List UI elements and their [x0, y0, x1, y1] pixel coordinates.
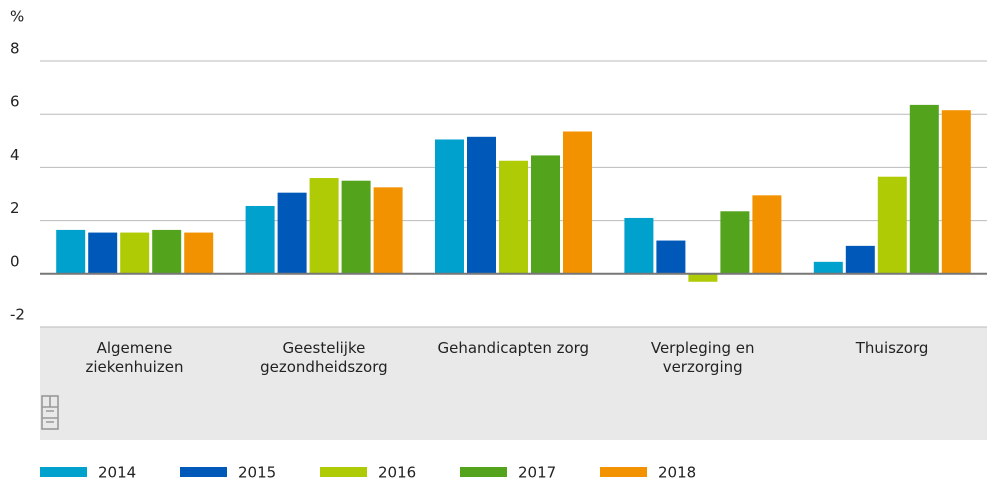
bar — [813, 261, 843, 274]
x-tick-label: Thuiszorg — [855, 339, 929, 357]
bar — [88, 232, 118, 274]
y-tick-label: 6 — [10, 93, 20, 111]
y-tick-label: 0 — [10, 252, 20, 270]
y-tick-label: -2 — [10, 306, 25, 324]
legend-label: 2015 — [238, 464, 276, 482]
bar — [120, 232, 150, 274]
bar — [563, 131, 592, 274]
category-band — [40, 327, 987, 440]
legend-swatch — [460, 467, 507, 477]
legend-label: 2014 — [98, 464, 136, 482]
y-tick-label: 2 — [10, 199, 20, 217]
bar — [56, 229, 86, 274]
bar — [152, 229, 182, 274]
legend-swatch — [600, 467, 647, 477]
bar — [309, 178, 339, 274]
legend-label: 2018 — [658, 464, 696, 482]
bar — [341, 180, 371, 274]
legend-swatch — [180, 467, 227, 477]
bar — [941, 110, 971, 274]
x-tick-label: Verpleging en verzorging — [650, 339, 755, 376]
x-tick-label: Gehandicapten zorg — [437, 339, 590, 357]
bar — [720, 211, 750, 274]
bar — [435, 139, 464, 274]
bar — [499, 160, 528, 274]
bar — [277, 192, 307, 274]
bar — [184, 232, 214, 274]
x-tick-label: Algemene ziekenhuizen — [85, 339, 184, 376]
legend-swatch — [40, 467, 87, 477]
bar — [373, 187, 403, 274]
bar — [877, 176, 907, 274]
bar — [245, 205, 275, 274]
legend-label: 2016 — [378, 464, 416, 482]
y-tick-label: 8 — [10, 40, 20, 58]
logo — [41, 395, 59, 430]
legend-label: 2017 — [518, 464, 556, 482]
bar — [624, 217, 654, 274]
bar — [752, 195, 782, 274]
y-tick-label: 4 — [10, 146, 20, 164]
legend-swatch — [320, 467, 367, 477]
x-tick-label: Geestelijke gezondheidszorg — [260, 339, 388, 376]
bar — [467, 136, 496, 274]
bar — [656, 240, 686, 274]
bar — [845, 245, 875, 274]
y-axis-label: % — [10, 8, 24, 26]
bar — [909, 104, 939, 274]
bar — [531, 155, 560, 274]
bar — [688, 273, 718, 282]
